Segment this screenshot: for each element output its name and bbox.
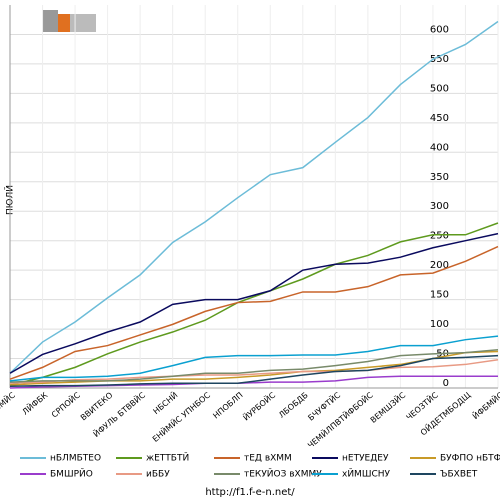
series-line [9, 354, 499, 387]
footer: http://f1.f-e-n.net/ [205, 487, 295, 498]
series-line [9, 335, 499, 382]
y-tick-label: 500 [430, 83, 449, 94]
y-tick-label: 600 [430, 24, 449, 35]
legend-label: хЙМШСНУ [342, 468, 390, 480]
y-tick-label: 450 [430, 113, 449, 124]
series-line [9, 245, 499, 380]
legend-label: жЕТТБТЙ [146, 452, 189, 464]
y-tick-label: 550 [430, 54, 449, 65]
legend-label: нБЛМБТЕО [50, 454, 101, 464]
y-tick-label: 300 [430, 201, 449, 212]
series-line [9, 348, 499, 383]
series-line [9, 358, 499, 385]
y-tick-label: 200 [430, 260, 449, 271]
legend-label: ЪБХВЕТ [440, 470, 478, 480]
y-tick-label: 100 [430, 319, 449, 330]
legend-label: нЕТУЕДЕУ [342, 454, 389, 464]
y-tick-label: 150 [430, 290, 449, 301]
series-line [9, 222, 499, 386]
legend-label: тЕКУЙОЗ вХММУ [244, 468, 322, 480]
y-tick-label: 0 [443, 378, 449, 389]
y-tick-label: 250 [430, 231, 449, 242]
logo [42, 10, 96, 32]
legend-label: тЕД вХММ [244, 454, 292, 464]
legend-label: БУФПО нБТФЙО [440, 452, 500, 464]
series-line [9, 20, 499, 374]
y-tick-label: 400 [430, 142, 449, 153]
y-tick-label: 350 [430, 172, 449, 183]
legend-label: БМШРЙО [50, 468, 93, 480]
series-line [9, 232, 499, 374]
legend-label: иББУ [146, 470, 170, 480]
